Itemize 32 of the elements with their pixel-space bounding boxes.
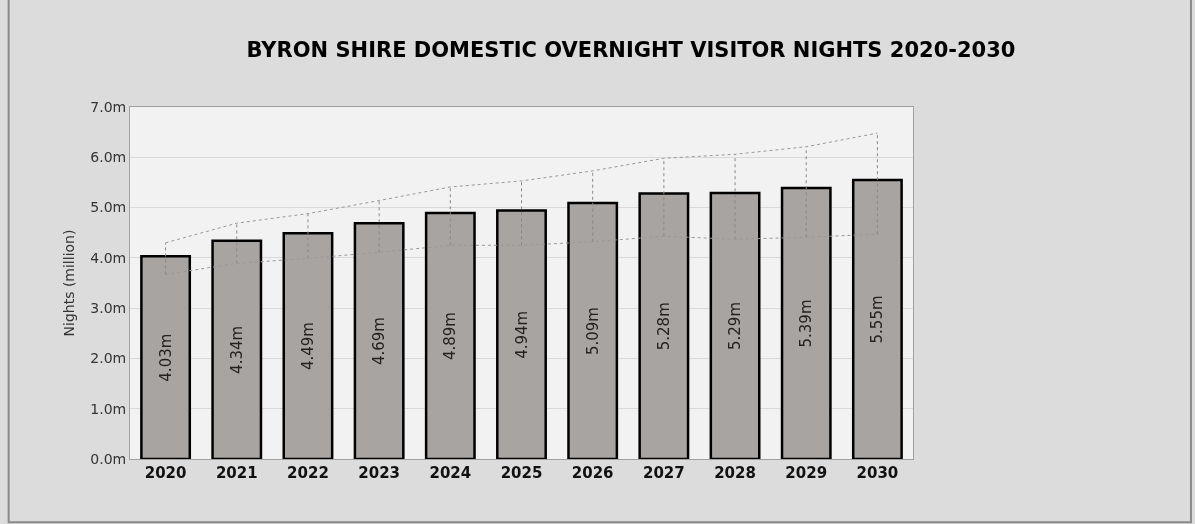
y-tick-label: 1.0m [90, 400, 127, 417]
y-tick-label: 4.0m [90, 249, 127, 266]
y-tick-label: 0.0m [90, 450, 127, 467]
x-tick-label: 2022 [287, 464, 329, 482]
y-tick-label: 7.0m [90, 98, 127, 115]
x-tick-label: 2021 [215, 464, 258, 482]
data-label: 5.55m [868, 295, 887, 344]
data-label: 5.29m [726, 301, 745, 350]
y-axis-title: Nights (million) [60, 229, 77, 337]
y-tick-label: 3.0m [90, 300, 127, 317]
data-label: 4.69m [370, 317, 389, 366]
y-tick-label: 5.0m [90, 199, 127, 216]
y-tick-label: 6.0m [90, 149, 127, 166]
x-tick-label: 2023 [358, 464, 401, 482]
data-label: 4.03m [156, 333, 175, 382]
data-label: 5.28m [654, 302, 673, 351]
x-tick-label: 2024 [429, 464, 472, 482]
x-tick-label: 2030 [856, 464, 899, 482]
x-tick-label: 2025 [500, 464, 543, 482]
data-label: 5.39m [797, 299, 816, 348]
data-label: 4.49m [298, 322, 317, 371]
y-tick-label: 2.0m [90, 350, 127, 367]
data-label: 4.94m [512, 310, 531, 359]
x-tick-label: 2026 [571, 464, 614, 482]
data-label: 5.09m [583, 307, 602, 356]
data-label: 4.34m [227, 325, 246, 374]
x-tick-label: 2020 [144, 464, 187, 482]
x-tick-label: 2028 [714, 464, 756, 482]
chart-title: BYRON SHIRE DOMESTIC OVERNIGHT VISITOR NIGHTS 2020-2030 [246, 38, 1016, 63]
x-tick-label: 2029 [785, 464, 828, 482]
data-label: 4.89m [441, 312, 460, 361]
x-tick-label: 2027 [642, 464, 685, 482]
